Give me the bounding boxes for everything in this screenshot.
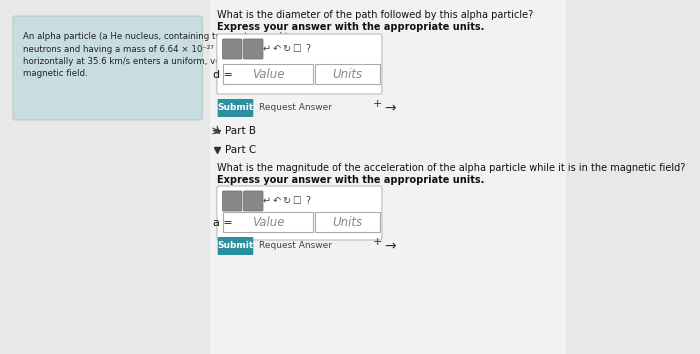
FancyBboxPatch shape xyxy=(223,191,242,211)
FancyBboxPatch shape xyxy=(217,34,382,94)
FancyBboxPatch shape xyxy=(244,191,263,211)
Text: ↶: ↶ xyxy=(273,44,281,54)
Text: ↵: ↵ xyxy=(263,44,271,54)
Text: Value: Value xyxy=(251,68,284,80)
Text: Units: Units xyxy=(332,68,362,80)
Text: ☐: ☐ xyxy=(292,44,300,54)
Text: →: → xyxy=(384,239,396,253)
FancyBboxPatch shape xyxy=(223,39,242,59)
Text: ?: ? xyxy=(306,44,311,54)
FancyBboxPatch shape xyxy=(244,39,263,59)
FancyBboxPatch shape xyxy=(218,99,253,117)
Text: ↵: ↵ xyxy=(263,196,271,206)
Text: Submit: Submit xyxy=(217,103,253,113)
Text: Part C: Part C xyxy=(225,145,256,155)
Text: ↶: ↶ xyxy=(273,196,281,206)
FancyBboxPatch shape xyxy=(218,237,253,255)
FancyBboxPatch shape xyxy=(315,64,379,84)
Text: Part B: Part B xyxy=(225,126,256,136)
FancyBboxPatch shape xyxy=(223,212,313,232)
Text: Request Answer: Request Answer xyxy=(259,241,332,251)
Text: ↻: ↻ xyxy=(282,44,290,54)
FancyBboxPatch shape xyxy=(217,186,382,240)
Text: Value: Value xyxy=(251,216,284,228)
FancyBboxPatch shape xyxy=(223,64,313,84)
FancyBboxPatch shape xyxy=(315,212,379,232)
Bar xyxy=(211,0,566,354)
Text: d =: d = xyxy=(213,70,233,80)
Text: a =: a = xyxy=(213,218,232,228)
Text: Express your answer with the appropriate units.: Express your answer with the appropriate… xyxy=(217,22,484,32)
Text: ☐: ☐ xyxy=(292,196,300,206)
Text: What is the magnitude of the acceleration of the alpha particle while it is in t: What is the magnitude of the acceleratio… xyxy=(217,163,685,173)
Text: →: → xyxy=(384,101,396,115)
Text: +: + xyxy=(373,99,383,109)
Text: Request Answer: Request Answer xyxy=(259,103,332,113)
Text: An alpha particle (a He nucleus, containing two protons and two
neutrons and hav: An alpha particle (a He nucleus, contain… xyxy=(22,32,300,79)
Text: What is the diameter of the path followed by this alpha particle?: What is the diameter of the path followe… xyxy=(217,10,533,20)
FancyBboxPatch shape xyxy=(13,16,202,120)
Text: ↻: ↻ xyxy=(282,196,290,206)
Text: Submit: Submit xyxy=(217,241,253,251)
Text: Express your answer with the appropriate units.: Express your answer with the appropriate… xyxy=(217,175,484,185)
Text: Units: Units xyxy=(332,216,362,228)
Text: +: + xyxy=(373,237,383,247)
Text: ?: ? xyxy=(306,196,311,206)
